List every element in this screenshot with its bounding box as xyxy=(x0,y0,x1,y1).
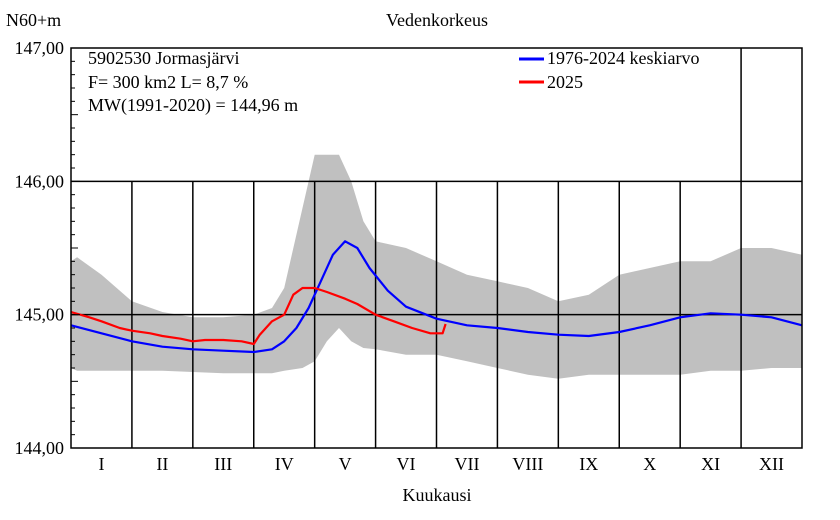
plot-frame xyxy=(70,47,803,449)
legend-label-2025: 2025 xyxy=(547,72,583,92)
station-mean-water: MW(1991-2020) = 144,96 m xyxy=(88,95,298,116)
x-tick-label: III xyxy=(214,454,232,474)
y-tick-label: 144,00 xyxy=(15,438,65,458)
x-axis-label: Kuukausi xyxy=(403,485,472,505)
x-tick-label: IV xyxy=(275,454,294,474)
x-tick-label: X xyxy=(643,454,656,474)
x-tick-label: VI xyxy=(397,454,416,474)
station-name: 5902530 Jormasjärvi xyxy=(88,48,239,68)
x-tick-label: VII xyxy=(454,454,479,474)
series-line-average xyxy=(70,240,803,354)
chart-title: Vedenkorkeus xyxy=(386,10,488,30)
x-tick-label: V xyxy=(339,454,352,474)
x-tick-label: I xyxy=(98,454,104,474)
x-tick-label: IX xyxy=(579,454,598,474)
x-tick-label: XI xyxy=(701,454,720,474)
series-line-2025 xyxy=(70,286,447,346)
series-lines xyxy=(70,240,803,354)
y-tick-label: 145,00 xyxy=(15,305,65,325)
y-tick-label: 147,00 xyxy=(15,38,65,58)
x-tick-label: VIII xyxy=(512,454,543,474)
legend: 1976-2024 keskiarvo 2025 xyxy=(519,48,699,92)
station-area: F= 300 km2 L= 8,7 % xyxy=(88,72,248,92)
legend-label-average: 1976-2024 keskiarvo xyxy=(547,48,699,68)
x-tick-label: II xyxy=(156,454,168,474)
y-tick-label: 146,00 xyxy=(15,171,65,191)
x-tick-label: XII xyxy=(759,454,784,474)
y-axis-unit-label: N60+m xyxy=(6,10,61,30)
station-info: 5902530 Jormasjärvi F= 300 km2 L= 8,7 % … xyxy=(88,48,298,116)
